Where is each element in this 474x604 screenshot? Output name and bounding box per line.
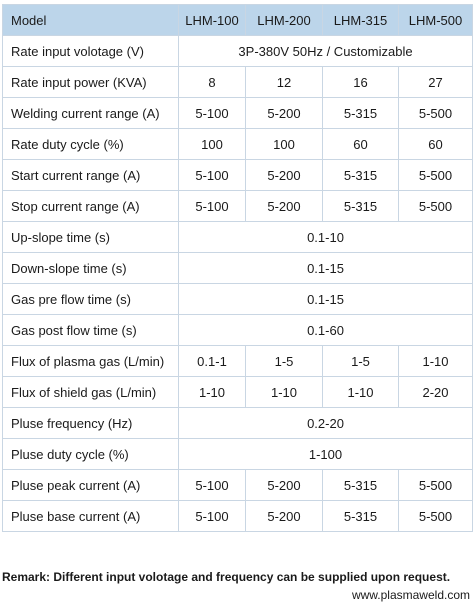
table-row: Down-slope time (s) 0.1-15 [2,252,473,284]
value-cell: 0.1-10 [178,221,473,253]
value-cell: 3P-380V 50Hz / Customizable [178,35,473,67]
value-cell: 5-100 [178,97,246,129]
value-cell: 5-500 [398,190,473,222]
value-cell: 5-100 [178,500,246,532]
value-cell: 5-315 [322,469,399,501]
value-cell: 5-500 [398,97,473,129]
value-cell: 12 [245,66,323,98]
value-cell: 8 [178,66,246,98]
table-row: Welding current range (A) 5-100 5-200 5-315… [2,97,473,129]
value-cell: 5-100 [178,469,246,501]
table-row: Pluse frequency (Hz) 0.2-20 [2,407,473,439]
row-label: Start current range (A) [2,159,179,191]
value-cell: 1-10 [398,345,473,377]
table-row: Flux of plasma gas (L/min) 0.1-1 1-5 1-5 1-1… [2,345,473,377]
row-label: Pluse base current (A) [2,500,179,532]
value-cell: 5-200 [245,190,323,222]
value-cell: 1-5 [322,345,399,377]
value-cell: 16 [322,66,399,98]
value-cell: 100 [178,128,246,160]
value-cell: 5-100 [178,159,246,191]
value-cell: 60 [398,128,473,160]
row-label: Gas post flow time (s) [2,314,179,346]
header-label: Model [2,4,179,36]
website: www.plasmaweld.com [351,588,470,602]
value-cell: 1-10 [178,376,246,408]
value-cell: 100 [245,128,323,160]
value-cell: 5-200 [245,500,323,532]
table-row: Rate input power (KVA) 8 12 16 27 [2,66,473,98]
table-row: Rate input volotage (V) 3P-380V 50Hz / Cu… [2,35,473,67]
row-label: Stop current range (A) [2,190,179,222]
value-cell: 5-200 [245,97,323,129]
table-row: Rate duty cycle (%) 100 100 60 60 [2,128,473,160]
row-label: Welding current range (A) [2,97,179,129]
value-cell: 5-500 [398,500,473,532]
value-cell: 1-10 [322,376,399,408]
row-label: Gas pre flow time (s) [2,283,179,315]
value-cell: 1-100 [178,438,473,470]
row-label: Pluse peak current (A) [2,469,179,501]
value-cell: 0.2-20 [178,407,473,439]
row-label: Rate input volotage (V) [2,35,179,67]
header-cell: LHM-500 [398,4,473,36]
row-label: Up-slope time (s) [2,221,179,253]
table-row: Stop current range (A) 5-100 5-200 5-315 5-5… [2,190,473,222]
table-row: Pluse peak current (A) 5-100 5-200 5-315 5-5… [2,469,473,501]
value-cell: 5-500 [398,159,473,191]
value-cell: 1-10 [245,376,323,408]
table-row: Gas post flow time (s) 0.1-60 [2,314,473,346]
row-label: Rate duty cycle (%) [2,128,179,160]
row-label: Pluse duty cycle (%) [2,438,179,470]
table-row: Pluse duty cycle (%) 1-100 [2,438,473,470]
header-row: Model LHM-100 LHM-200 LHM-315 LHM-500 [2,4,473,36]
row-label: Pluse frequency (Hz) [2,407,179,439]
value-cell: 5-315 [322,97,399,129]
row-label: Rate input power (KVA) [2,66,179,98]
value-cell: 1-5 [245,345,323,377]
row-label: Flux of plasma gas (L/min) [2,345,179,377]
value-cell: 27 [398,66,473,98]
value-cell: 5-315 [322,190,399,222]
value-cell: 0.1-1 [178,345,246,377]
table-row: Pluse base current (A) 5-100 5-200 5-315 5-5… [2,500,473,532]
value-cell: 5-315 [322,159,399,191]
table-row: Flux of shield gas (L/min) 1-10 1-10 1-10 2-… [2,376,473,408]
header-cell: LHM-200 [245,4,323,36]
value-cell: 5-500 [398,469,473,501]
spec-table: Model LHM-100 LHM-200 LHM-315 LHM-500 Rate in… [2,4,473,532]
row-label: Down-slope time (s) [2,252,179,284]
table-row: Gas pre flow time (s) 0.1-15 [2,283,473,315]
value-cell: 60 [322,128,399,160]
table-row: Start current range (A) 5-100 5-200 5-315 5-… [2,159,473,191]
value-cell: 0.1-15 [178,283,473,315]
header-cell: LHM-315 [322,4,399,36]
value-cell: 5-200 [245,159,323,191]
row-label: Flux of shield gas (L/min) [2,376,179,408]
table-body: Model LHM-100 LHM-200 LHM-315 LHM-500 Rate in… [2,4,473,532]
value-cell: 5-315 [322,500,399,532]
value-cell: 5-100 [178,190,246,222]
header-cell: LHM-100 [178,4,246,36]
value-cell: 0.1-15 [178,252,473,284]
value-cell: 2-20 [398,376,473,408]
table-row: Up-slope time (s) 0.1-10 [2,221,473,253]
value-cell: 0.1-60 [178,314,473,346]
value-cell: 5-200 [245,469,323,501]
remark: Remark: Different input volotage and fre… [2,570,451,584]
